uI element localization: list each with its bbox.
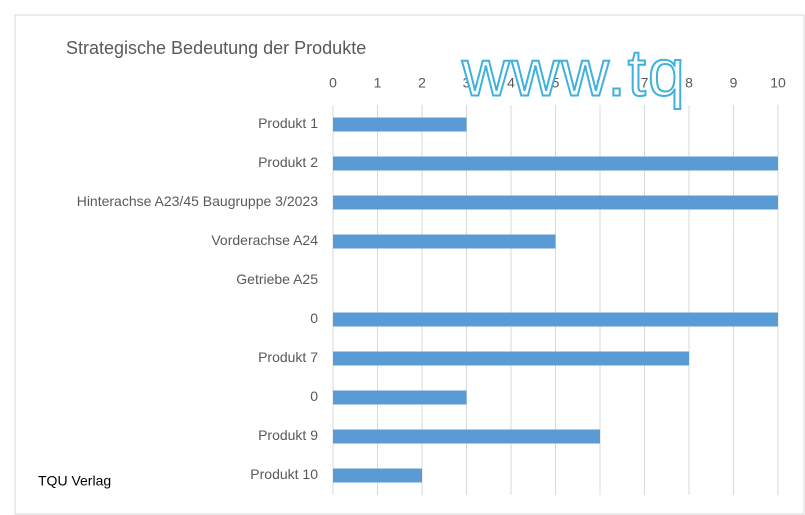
bar: [333, 234, 556, 249]
bar: [333, 312, 778, 327]
bar: [333, 390, 467, 405]
y-tick-label: Produkt 7: [258, 349, 318, 365]
y-tick-label: 0: [310, 310, 318, 326]
x-tick-label: 4: [507, 75, 515, 91]
x-tick-label: 5: [552, 75, 560, 91]
watermark: www.tq: [461, 35, 687, 109]
chart-title: Strategische Bedeutung der Produkte: [66, 38, 366, 58]
y-tick-label: Produkt 2: [258, 154, 318, 170]
y-tick-label: Produkt 9: [258, 427, 318, 443]
x-tick-label: 3: [463, 75, 471, 91]
x-tick-label: 7: [641, 75, 649, 91]
bar: [333, 195, 778, 210]
bar: [333, 468, 422, 483]
x-tick-label: 8: [685, 75, 693, 91]
y-tick-label: 0: [310, 388, 318, 404]
x-tick-label: 6: [596, 75, 604, 91]
bar: [333, 429, 600, 444]
y-tick-label: Getriebe A25: [236, 271, 318, 287]
x-tick-label: 10: [770, 75, 786, 91]
bar: [333, 156, 778, 171]
y-tick-label: Hinterachse A23/45 Baugruppe 3/2023: [77, 193, 319, 209]
x-tick-label: 2: [418, 75, 426, 91]
bar: [333, 117, 467, 132]
x-tick-label: 1: [374, 75, 382, 91]
bar: [333, 351, 689, 366]
x-tick-label: 9: [730, 75, 738, 91]
footer-text: TQU Verlag: [38, 473, 111, 489]
y-tick-label: Produkt 1: [258, 115, 318, 131]
y-tick-label: Produkt 10: [250, 466, 318, 482]
y-tick-label: Vorderachse A24: [211, 232, 318, 248]
footer-bg: [24, 466, 134, 498]
x-tick-label: 0: [329, 75, 337, 91]
